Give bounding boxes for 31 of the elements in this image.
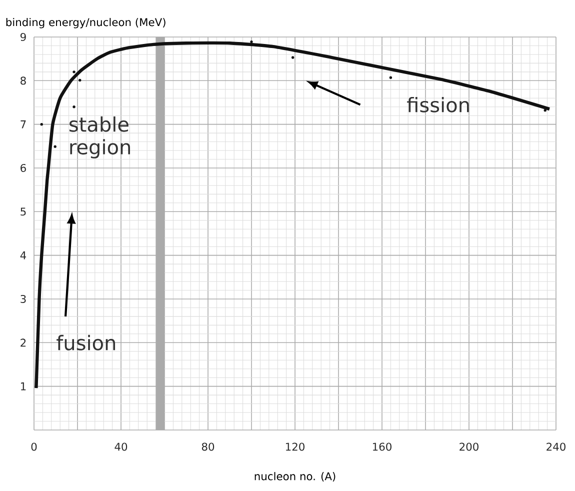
y-tick-label: 4 xyxy=(20,251,26,260)
point xyxy=(78,78,82,82)
annotation: fusion xyxy=(56,334,116,350)
y-tick-label: 3 xyxy=(20,294,26,304)
y-tick-label: 1 xyxy=(21,382,26,390)
annotation: fission xyxy=(407,96,469,112)
point xyxy=(544,109,546,112)
point xyxy=(72,106,76,108)
x-tick-label: 0 xyxy=(31,442,37,451)
band-label: stable region xyxy=(70,116,130,158)
y-tick-label: 5 xyxy=(20,208,26,216)
x-tick-label: 160 xyxy=(372,442,392,451)
x-axis-title: nucleon no. (A) xyxy=(254,472,336,482)
point xyxy=(389,76,392,79)
y-axis-title: binding energy/nucleon (MeV) xyxy=(6,18,166,28)
point xyxy=(250,40,253,44)
point xyxy=(54,145,56,148)
line-series xyxy=(34,41,552,390)
point xyxy=(40,122,43,126)
x-tick-label: 120 xyxy=(286,442,304,451)
x-tick-label: 80 xyxy=(202,442,214,451)
y-tick-label: 9 xyxy=(20,32,26,42)
x-tick-label: 40 xyxy=(114,442,128,451)
point xyxy=(72,70,76,74)
y-tick-label: 6 xyxy=(20,164,26,172)
y-tick-label: 7 xyxy=(20,120,26,128)
y-tick-label: 8 xyxy=(20,76,26,85)
point xyxy=(291,56,294,59)
x-tick-label: 200 xyxy=(460,442,478,451)
x-tick-label: 240 xyxy=(546,442,566,451)
y-tick-label: 2 xyxy=(20,338,26,347)
